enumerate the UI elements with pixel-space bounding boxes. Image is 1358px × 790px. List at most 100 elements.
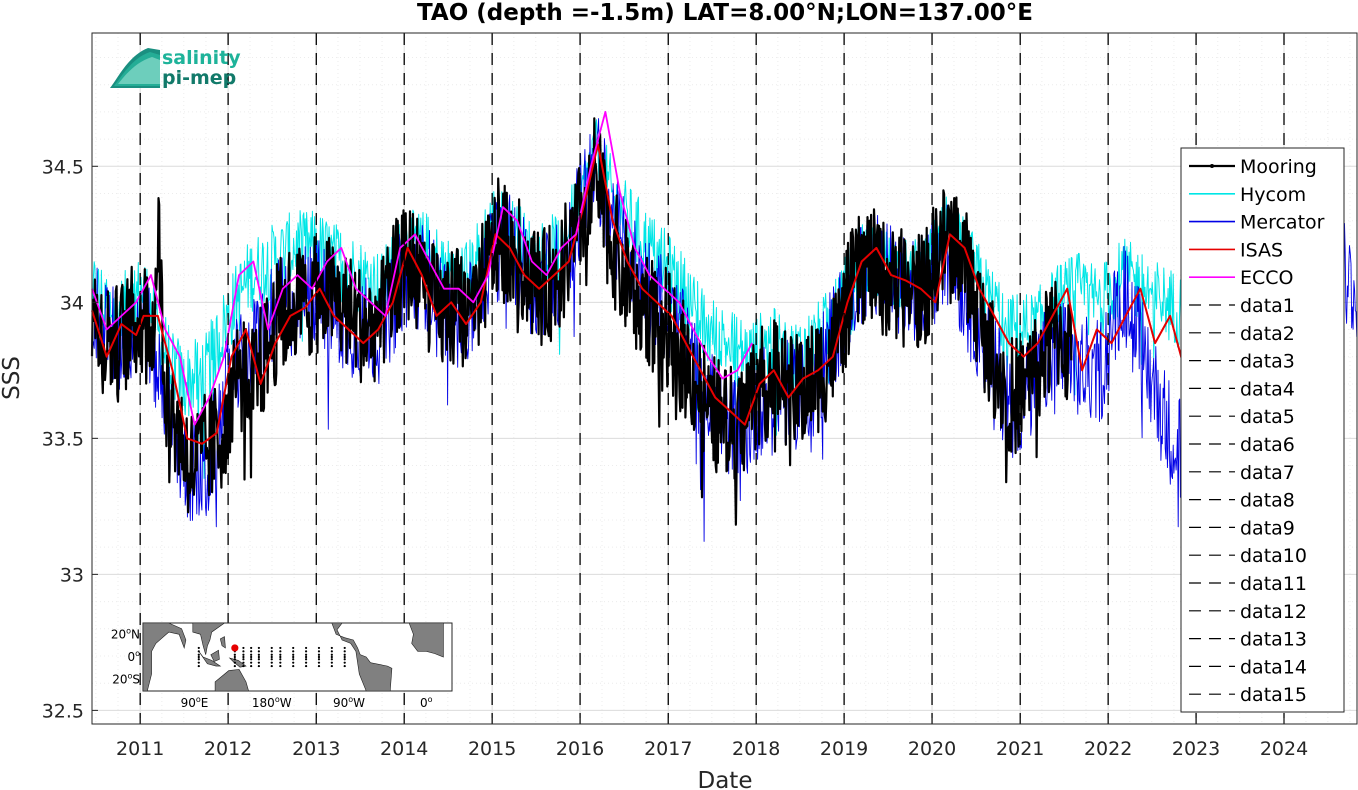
legend-box	[1180, 147, 1345, 713]
legend-item: data5	[1189, 406, 1295, 428]
mooring-dot	[197, 655, 200, 659]
legend-label: data7	[1240, 462, 1295, 484]
mooring-dot	[317, 658, 321, 661]
mooring-dot	[197, 646, 200, 650]
inset-land-shape	[408, 622, 444, 658]
legend-label: data14	[1240, 656, 1307, 678]
legend-label: Hycom	[1240, 184, 1306, 206]
mooring-dot	[242, 650, 245, 653]
mooring-dot	[242, 658, 245, 661]
mooring-dot	[242, 655, 245, 659]
legend-item: data2	[1189, 323, 1295, 345]
mooring-dot	[343, 664, 346, 668]
mooring-dot	[197, 664, 200, 668]
mooring-dot	[279, 650, 282, 653]
mooring-dot	[270, 650, 273, 653]
inset-land-shape	[214, 669, 249, 692]
mooring-dot	[330, 653, 333, 656]
mooring-dot	[292, 646, 295, 650]
legend-label: data2	[1240, 323, 1295, 345]
mooring-dot	[250, 658, 253, 661]
x-tick-label: 2013	[292, 738, 340, 760]
legend-item: data13	[1189, 629, 1307, 651]
legend-item: data6	[1189, 434, 1295, 456]
plot-frame	[91, 32, 1358, 725]
y-tick-label: 34.5	[42, 156, 84, 178]
mooring-dot	[233, 653, 236, 656]
legend-item: data11	[1189, 573, 1307, 595]
mooring-dot	[304, 653, 308, 656]
legend-label: data15	[1240, 684, 1307, 706]
x-axis: 2011 2012 2013 2014 2015 2016 2017 2018 2019 2020…	[116, 718, 1308, 760]
mooring-dot	[279, 658, 282, 661]
legend-label: data9	[1240, 517, 1295, 539]
y-tick-label: 33.5	[42, 428, 84, 450]
legend-item: data7	[1189, 462, 1295, 484]
mooring-dot	[197, 658, 200, 661]
mooring-dot	[330, 646, 333, 650]
inset-map-labels: 20oN 0o 20oS 90oE 180oW 90oW 0o	[111, 626, 433, 710]
mooring-dot	[233, 664, 236, 668]
legend: Mooring Hycom Mercator ISAS ECCO data1 data2 da…	[1180, 147, 1345, 713]
legend-label: data11	[1240, 573, 1307, 595]
inset-map: 20oN 0o 20oS 90oE 180oW 90oW 0o	[111, 622, 453, 710]
y-tick-label: 33	[60, 564, 84, 586]
legend-item: data8	[1189, 490, 1295, 512]
mooring-dot	[304, 661, 308, 664]
mooring-dot	[304, 646, 308, 650]
x-tick-label: 2024	[1260, 738, 1308, 760]
mooring-dot	[250, 655, 253, 659]
series-line-mooring	[90, 117, 1073, 526]
mooring-dot	[250, 653, 253, 656]
chart-title: TAO (depth =-1.5m) LAT=8.00°N;LON=137.00…	[417, 0, 1033, 26]
legend-label: ISAS	[1240, 239, 1283, 261]
inset-map-label: 20oS	[112, 672, 140, 687]
inset-map-label: 180oW	[252, 695, 292, 710]
mooring-dot	[257, 653, 260, 656]
mooring-dot	[292, 658, 295, 661]
legend-item: data12	[1189, 601, 1307, 623]
mooring-dot	[279, 655, 282, 659]
mooring-dot	[257, 655, 260, 659]
inset-land-shape	[331, 622, 393, 692]
inset-land-shape	[142, 622, 187, 692]
mooring-dot	[270, 655, 273, 659]
mooring-dot	[304, 655, 308, 659]
mooring-dot	[233, 658, 236, 661]
legend-label: data12	[1240, 601, 1307, 623]
mooring-dot	[292, 655, 295, 659]
x-tick-label: 2020	[908, 738, 956, 760]
inset-map-label: 0o	[420, 695, 433, 710]
mooring-dot	[242, 661, 245, 664]
mooring-dot	[250, 646, 253, 650]
mooring-dot	[330, 661, 333, 664]
mooring-dot	[270, 664, 273, 668]
y-tick-label: 32.5	[42, 700, 84, 722]
y-axis: 32.5 33 33.5 34 34.5	[42, 156, 98, 722]
mooring-dot	[279, 661, 282, 664]
x-tick-label: 2021	[996, 738, 1044, 760]
mooring-dot	[270, 658, 273, 661]
mooring-dot	[304, 664, 308, 668]
inset-land-shape	[210, 649, 220, 662]
x-tick-label: 2023	[1172, 738, 1220, 760]
series-layer	[90, 111, 1358, 560]
legend-label: data6	[1240, 434, 1295, 456]
mooring-dot	[242, 664, 245, 668]
mooring-dot	[270, 661, 273, 664]
mooring-dot	[233, 661, 236, 664]
mooring-dot	[330, 664, 333, 668]
y-axis-label: SSS	[0, 356, 25, 400]
mooring-dot	[330, 650, 333, 653]
legend-label: data10	[1240, 545, 1307, 567]
mooring-dot	[250, 664, 253, 668]
mooring-dot	[270, 653, 273, 656]
mooring-dot	[343, 650, 346, 653]
legend-item: ISAS	[1189, 239, 1283, 261]
mooring-dot	[250, 650, 253, 653]
legend-label: data1	[1240, 295, 1295, 317]
inset-map-label: 20oN	[111, 626, 140, 641]
mooring-dot	[304, 658, 308, 661]
mooring-dot	[343, 653, 346, 656]
